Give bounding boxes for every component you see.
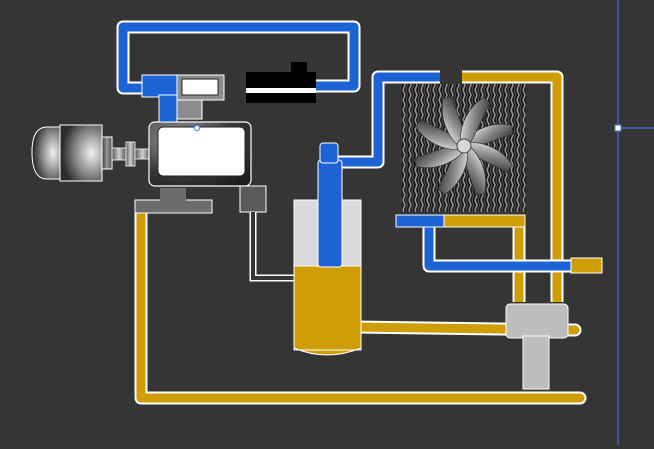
fan-hub bbox=[456, 138, 472, 154]
oil-separator-tank bbox=[293, 142, 362, 356]
oil-line bbox=[134, 70, 587, 405]
selection-guide bbox=[614, 0, 654, 445]
air-line bbox=[116, 20, 573, 273]
intake-valve bbox=[141, 74, 225, 123]
control-valve bbox=[239, 185, 294, 282]
cooler-fan bbox=[414, 96, 514, 196]
oil-filter bbox=[505, 303, 569, 390]
motor bbox=[31, 124, 113, 182]
coupling bbox=[111, 141, 151, 167]
compressor-airend bbox=[134, 121, 252, 214]
air-filter bbox=[246, 62, 316, 103]
fan-blade bbox=[460, 97, 491, 149]
air-outlet bbox=[570, 257, 603, 274]
